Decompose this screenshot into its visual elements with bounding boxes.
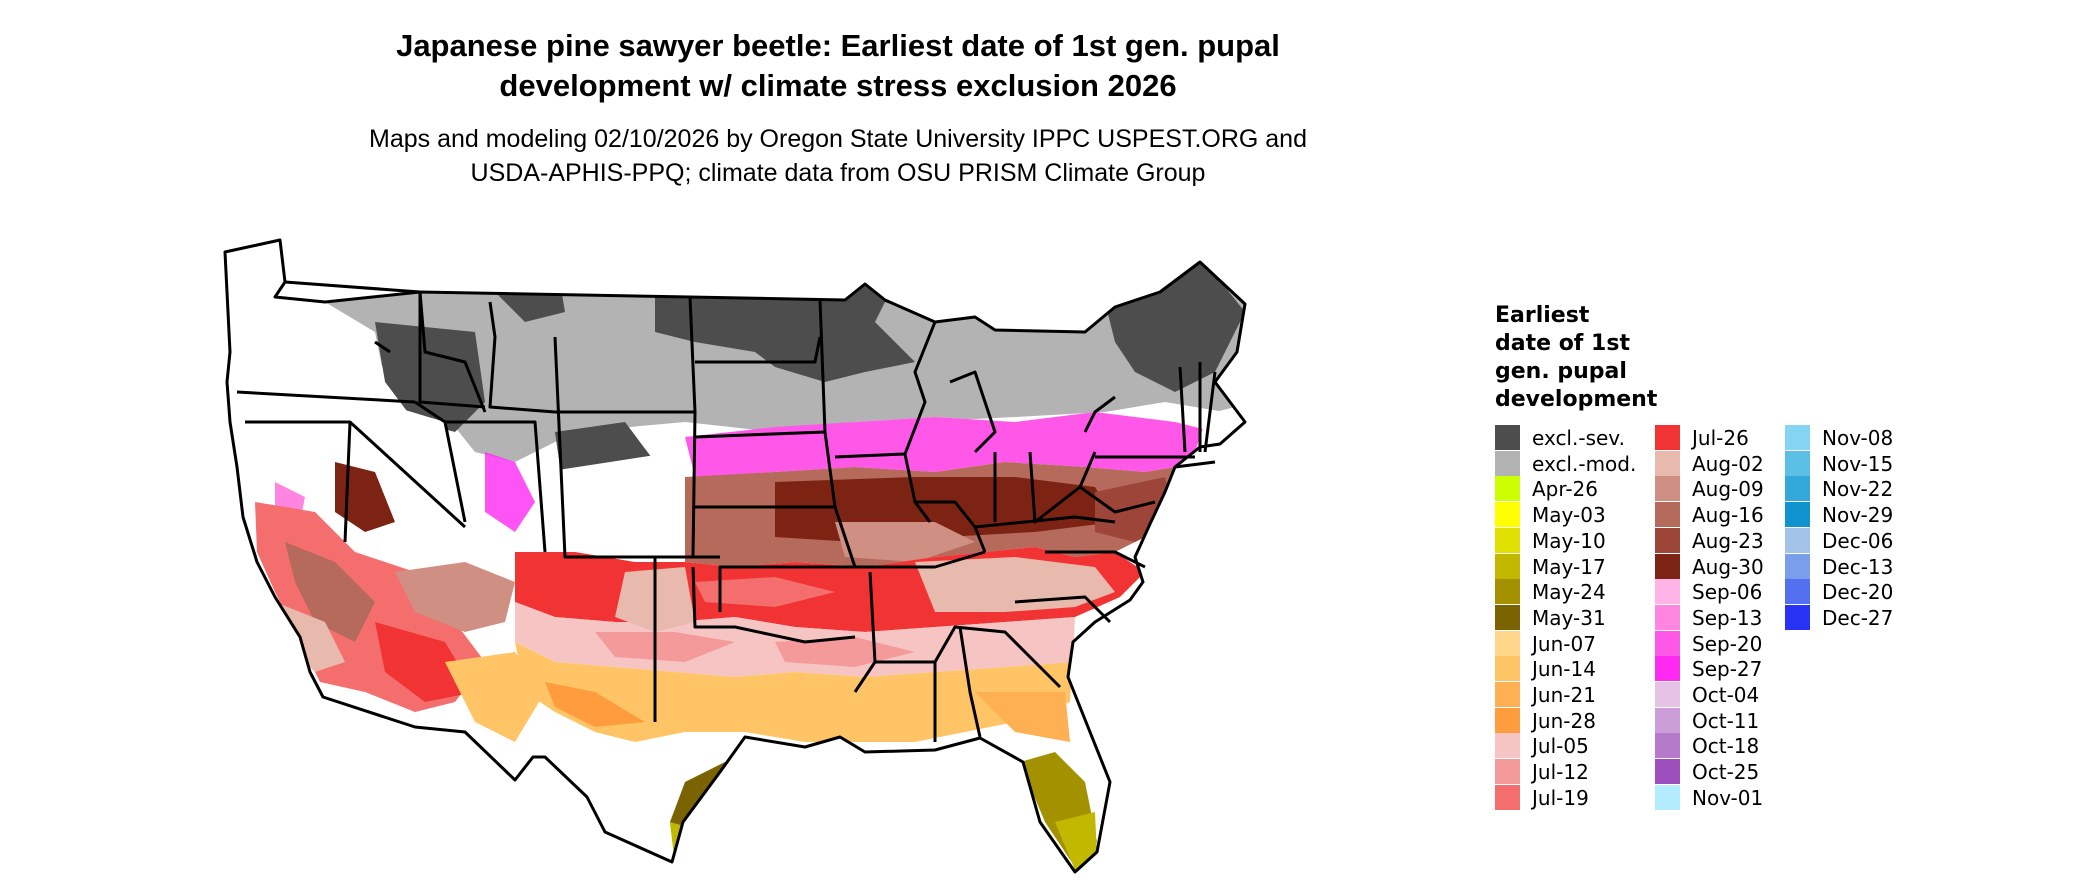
legend-label: May-17 [1532,554,1606,579]
legend-label: Jul-19 [1532,785,1589,810]
map-color-fill [225,240,1245,872]
legend-label: Nov-22 [1822,477,1894,502]
legend-swatch [1495,527,1520,553]
legend-swatch [1655,476,1680,502]
legend-label: Sep-13 [1692,605,1763,630]
legend-swatch [1495,630,1520,656]
legend-label: Dec-06 [1822,528,1894,553]
legend-label: Aug-02 [1692,451,1764,476]
legend-swatch [1655,759,1680,785]
legend-label: May-31 [1532,605,1606,630]
legend-title: Earliest date of 1st gen. pupal developm… [1495,302,1685,414]
legend-swatch [1655,784,1680,810]
map-title: Japanese pine sawyer beetle: Earliest da… [0,26,1676,106]
legend-label: May-24 [1532,580,1606,605]
legend-swatch [1655,733,1680,759]
legend-label: Aug-23 [1692,528,1764,553]
legend-swatch [1655,502,1680,528]
legend-swatch [1655,656,1680,682]
legend-swatch [1785,579,1810,605]
legend-label: Dec-27 [1822,605,1894,630]
legend-label: Dec-13 [1822,554,1894,579]
legend-label: Nov-08 [1822,426,1894,450]
legend-label: excl.-mod. [1532,451,1637,476]
legend-label: Oct-04 [1692,683,1760,707]
legend-label: Aug-16 [1692,503,1764,528]
legend-label: Oct-18 [1692,734,1760,759]
legend-label: Apr-26 [1532,477,1598,502]
legend-label: Sep-06 [1692,580,1763,605]
legend-swatch [1495,682,1520,707]
map-subtitle: Maps and modeling 02/10/2026 by Oregon S… [0,122,1676,190]
legend-label: Nov-01 [1692,785,1764,810]
legend-swatch [1495,733,1520,759]
legend-title-line: development [1495,387,1658,412]
state-borders [223,238,1247,874]
legend-swatch [1655,450,1680,476]
legend-swatch [1495,707,1520,733]
legend-swatch [1785,604,1810,630]
legend-swatch [1785,425,1810,450]
legend-swatch [1495,502,1520,528]
legend-swatch [1785,476,1810,502]
legend-label: May-10 [1532,528,1606,553]
legend-swatch [1495,476,1520,502]
legend-swatch [1785,450,1810,476]
legend-label: Jul-26 [1692,426,1749,450]
subtitle-line-2: USDA-APHIS-PPQ; climate data from OSU PR… [470,159,1206,187]
legend-title-line: Earliest [1495,303,1590,328]
legend-swatch [1495,656,1520,682]
subtitle-line-1: Maps and modeling 02/10/2026 by Oregon S… [369,125,1307,153]
legend-swatch [1495,553,1520,579]
legend-swatch [1495,579,1520,605]
legend-swatch [1495,425,1520,450]
legend-swatch [1785,527,1810,553]
legend-label: Jun-28 [1532,708,1596,733]
legend-label: Jun-07 [1532,631,1596,656]
us-phenology-map [223,238,1247,874]
legend-label: Nov-15 [1822,451,1894,476]
legend-label: Sep-27 [1692,657,1763,682]
legend-swatch [1655,425,1680,450]
legend-label: Aug-09 [1692,477,1764,502]
legend-label: May-03 [1532,503,1606,528]
legend-swatch [1785,553,1810,579]
legend-swatch [1495,450,1520,476]
legend-label: Oct-11 [1692,708,1760,733]
legend-swatch [1495,759,1520,785]
legend-swatch [1655,604,1680,630]
legend-label: Nov-29 [1822,503,1894,528]
legend-label: Jun-14 [1532,657,1596,682]
legend-label: Jul-05 [1532,734,1589,759]
legend-swatch [1655,682,1680,707]
legend-swatch [1785,502,1810,528]
legend-swatch [1655,527,1680,553]
legend-label: Sep-20 [1692,631,1763,656]
legend-swatch [1655,707,1680,733]
legend-label: Jun-21 [1532,683,1596,707]
title-line-2: development w/ climate stress exclusion … [499,68,1177,103]
legend-label: Jul-12 [1532,760,1589,785]
legend-swatch [1495,784,1520,810]
legend-swatch [1655,630,1680,656]
legend-title-line: gen. pupal [1495,359,1627,384]
legend-swatch [1495,604,1520,630]
legend-label: Oct-25 [1692,760,1760,785]
legend-swatch [1655,553,1680,579]
legend-label: Dec-20 [1822,580,1894,605]
legend-label: excl.-sev. [1532,426,1625,450]
legend-label: Aug-30 [1692,554,1764,579]
legend-title-line: date of 1st [1495,331,1630,356]
legend-swatch [1655,579,1680,605]
title-line-1: Japanese pine sawyer beetle: Earliest da… [396,28,1280,63]
